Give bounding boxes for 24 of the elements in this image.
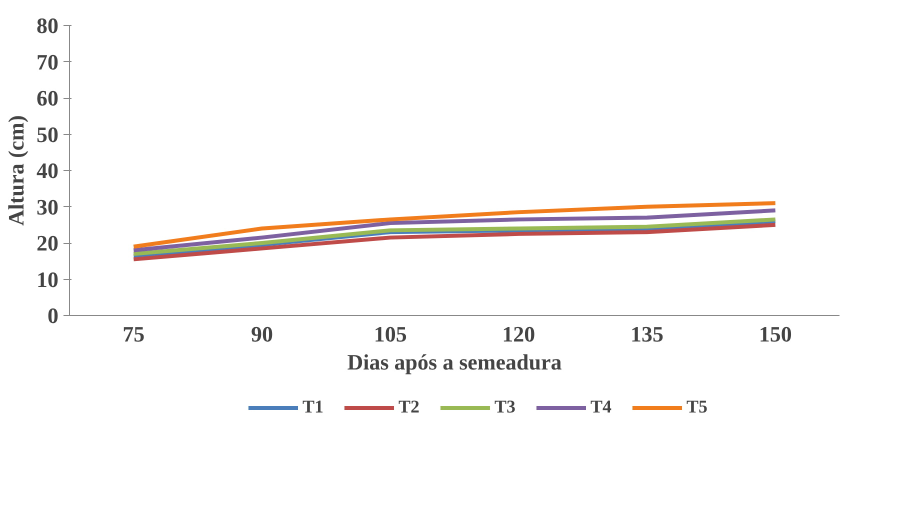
y-tick-label: 30	[36, 194, 58, 220]
y-tick-label: 70	[36, 49, 58, 74]
legend-label: T4	[590, 396, 612, 418]
line-series	[132, 208, 778, 252]
legend-label: T3	[494, 396, 516, 418]
x-tick-label: 135	[630, 322, 664, 346]
x-tick-label: 150	[758, 322, 792, 346]
x-tick-label: 105	[374, 322, 407, 346]
y-tick-label: 50	[36, 122, 58, 147]
y-tick-label: 60	[36, 86, 58, 110]
y-tick-label: 0	[48, 303, 58, 328]
y-axis-title: Altura (cm)	[4, 115, 28, 226]
legend-label: T1	[302, 396, 324, 418]
y-tick-label: 40	[36, 158, 58, 183]
x-tick-label: 120	[502, 322, 536, 346]
x-axis-title: Dias após a semeadura	[347, 350, 562, 374]
y-tick-label: 80	[36, 13, 58, 38]
legend-label: T5	[686, 396, 708, 418]
y-tick-label: 20	[36, 230, 58, 256]
x-tick-label: 75	[122, 322, 145, 346]
line-series	[132, 201, 778, 249]
legend-label: T2	[398, 396, 420, 418]
y-tick-label: 10	[36, 266, 58, 292]
x-tick-label: 90	[251, 322, 273, 346]
